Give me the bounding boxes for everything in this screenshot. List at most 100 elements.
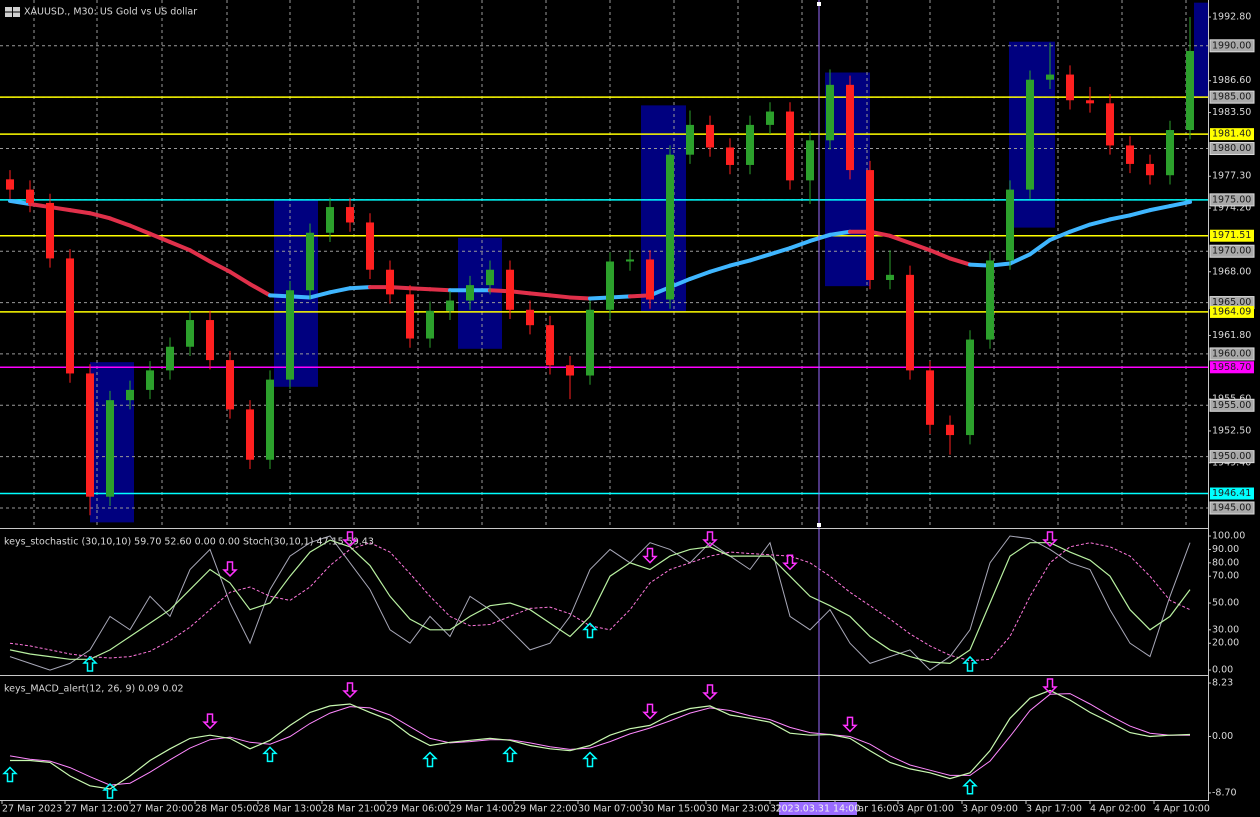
level-label-box	[1210, 305, 1254, 318]
candle-body	[606, 261, 614, 310]
y-tick-label: 0.00	[1212, 731, 1233, 742]
candle-body	[986, 260, 994, 340]
y-tick-label: 1952.50	[1212, 425, 1251, 436]
candle-body	[886, 274, 894, 280]
x-tick-label: 30 Mar 23:00	[706, 804, 769, 815]
candle-body	[126, 389, 134, 401]
price-label-box	[1209, 142, 1255, 156]
level-label-box	[1210, 128, 1254, 141]
candle-body	[486, 269, 494, 286]
moving-average	[808, 232, 832, 243]
price-label: 1960.00	[1212, 348, 1251, 359]
x-tick-label: 29 Mar 22:00	[514, 804, 577, 815]
candle-body	[566, 365, 574, 376]
candle-body	[506, 269, 514, 310]
level-label: 1971.51	[1212, 230, 1251, 241]
x-tick-label: 29 Mar 06:00	[386, 804, 449, 815]
sell-arrow	[1042, 531, 1058, 548]
candle-body	[246, 409, 254, 460]
price-label: 1950.00	[1212, 451, 1251, 462]
crosshair-label-box	[779, 802, 857, 815]
candle-body	[726, 147, 734, 165]
moving-average	[348, 285, 372, 291]
moving-average	[688, 269, 712, 281]
moving-average	[1168, 199, 1192, 209]
candle-body	[686, 124, 694, 155]
moving-average	[8, 198, 32, 206]
candle-body	[1026, 79, 1034, 190]
indicator-line	[9, 539, 1191, 665]
candle-body	[746, 124, 754, 165]
moving-average	[148, 231, 172, 244]
candle-body	[1146, 163, 1154, 176]
candle-body	[366, 222, 374, 270]
candle-body	[866, 170, 874, 280]
candle-body	[86, 373, 94, 497]
price-label: 1975.00	[1212, 194, 1251, 205]
candle-body	[586, 309, 594, 376]
zone-box	[458, 237, 502, 349]
candle-body	[446, 300, 454, 311]
moving-average	[168, 239, 192, 253]
moving-average	[728, 258, 752, 268]
panel-title: keys_MACD_alert(12, 26, 9) 0.09 0.02	[4, 684, 184, 695]
candle-body	[546, 325, 554, 366]
moving-average	[948, 256, 972, 267]
candle-body	[1006, 189, 1014, 261]
buy-arrow	[582, 751, 598, 768]
y-tick-label: 1986.60	[1212, 75, 1251, 86]
moving-average	[1148, 204, 1172, 213]
moving-average	[768, 246, 792, 257]
x-tick-label: 3 Apr 09:00	[962, 804, 1018, 815]
moving-average	[1128, 208, 1152, 218]
moving-average	[308, 290, 332, 300]
price-label: 1945.00	[1212, 502, 1251, 513]
moving-average	[1008, 252, 1032, 266]
x-tick-label: 27 Mar 2023	[2, 804, 62, 815]
candle-body	[46, 202, 54, 259]
moving-average	[228, 269, 252, 287]
x-tick-label: 27 Mar 12:00	[65, 804, 128, 815]
y-tick-label: 1992.80	[1212, 12, 1251, 23]
price-label: 1980.00	[1212, 143, 1251, 154]
level-label: 1981.40	[1212, 129, 1251, 140]
sell-arrow	[342, 682, 358, 699]
y-tick-label: 1983.50	[1212, 107, 1251, 118]
candle-body	[226, 360, 234, 410]
candle-body	[186, 320, 194, 347]
sell-arrow	[222, 561, 238, 577]
y-tick-label: 50.00	[1212, 598, 1239, 609]
candle-body	[1106, 103, 1114, 146]
indicator-line	[9, 542, 1191, 662]
sell-arrow	[842, 716, 858, 733]
price-label-box	[1209, 450, 1255, 464]
panel-title: keys_stochastic (30,10,10) 59.70 52.60 0…	[4, 537, 374, 548]
moving-average	[428, 287, 452, 293]
candle-body	[706, 124, 714, 148]
candle-body	[766, 111, 774, 125]
candle-body	[946, 424, 954, 436]
candle-body	[666, 154, 674, 300]
candle-body	[1186, 50, 1194, 131]
moving-average	[568, 295, 592, 301]
candle-body	[106, 400, 114, 497]
price-label-box	[1209, 244, 1255, 258]
candle-body	[146, 370, 154, 390]
x-tick-label: 4 Apr 02:00	[1090, 804, 1146, 815]
candle-body	[66, 258, 74, 374]
y-tick-label: 8.23	[1212, 678, 1233, 689]
sell-arrow	[702, 684, 718, 701]
level-label-box	[1210, 487, 1254, 500]
y-tick-label: 20.00	[1212, 638, 1239, 649]
moving-average	[208, 259, 232, 274]
candle-body	[846, 84, 854, 171]
moving-average	[1108, 213, 1132, 222]
buy-arrow	[502, 746, 518, 763]
buy-arrow	[82, 655, 98, 672]
moving-average	[828, 229, 852, 237]
moving-average	[708, 263, 732, 274]
moving-average	[248, 282, 272, 298]
y-tick-label: 1968.00	[1212, 266, 1251, 277]
